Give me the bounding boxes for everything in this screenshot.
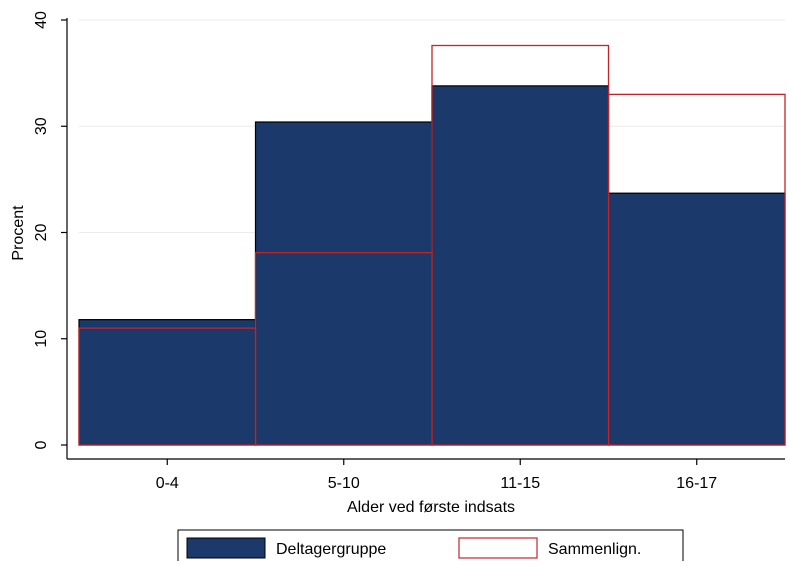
bar-deltagergruppe [254, 121, 433, 446]
bar-deltagergruppe [431, 85, 610, 446]
x-ticks: 0-4 5-10 11-15 16-17 [156, 459, 717, 492]
y-tick-label: 40 [33, 11, 50, 29]
x-tick-label: 16-17 [676, 475, 717, 492]
x-tick-label: 0-4 [156, 475, 179, 492]
legend-label-deltagergruppe: Deltagergruppe [276, 541, 386, 558]
y-axis-title: Procent [10, 205, 27, 261]
bar-sammenlign [607, 93, 786, 446]
legend-label-sammenlign: Sammenlign. [548, 541, 641, 558]
y-tick-label: 30 [33, 117, 50, 135]
y-ticks: 0 10 20 30 40 [33, 11, 67, 449]
legend: Deltagergruppe Sammenlign. [177, 529, 684, 566]
axes [66, 18, 785, 460]
y-tick-label: 0 [33, 440, 50, 449]
y-tick-label: 10 [33, 330, 50, 348]
bar-deltagergruppe [607, 192, 786, 446]
bars [78, 44, 786, 446]
legend-swatch-deltagergruppe [186, 537, 266, 559]
x-axis-title: Alder ved første indsats [347, 499, 515, 516]
x-tick-label: 11-15 [500, 475, 540, 492]
legend-swatch-sammenlign [458, 537, 538, 559]
bar-deltagergruppe [78, 319, 257, 446]
y-tick-label: 20 [33, 224, 50, 242]
x-tick-label: 5-10 [328, 475, 360, 492]
